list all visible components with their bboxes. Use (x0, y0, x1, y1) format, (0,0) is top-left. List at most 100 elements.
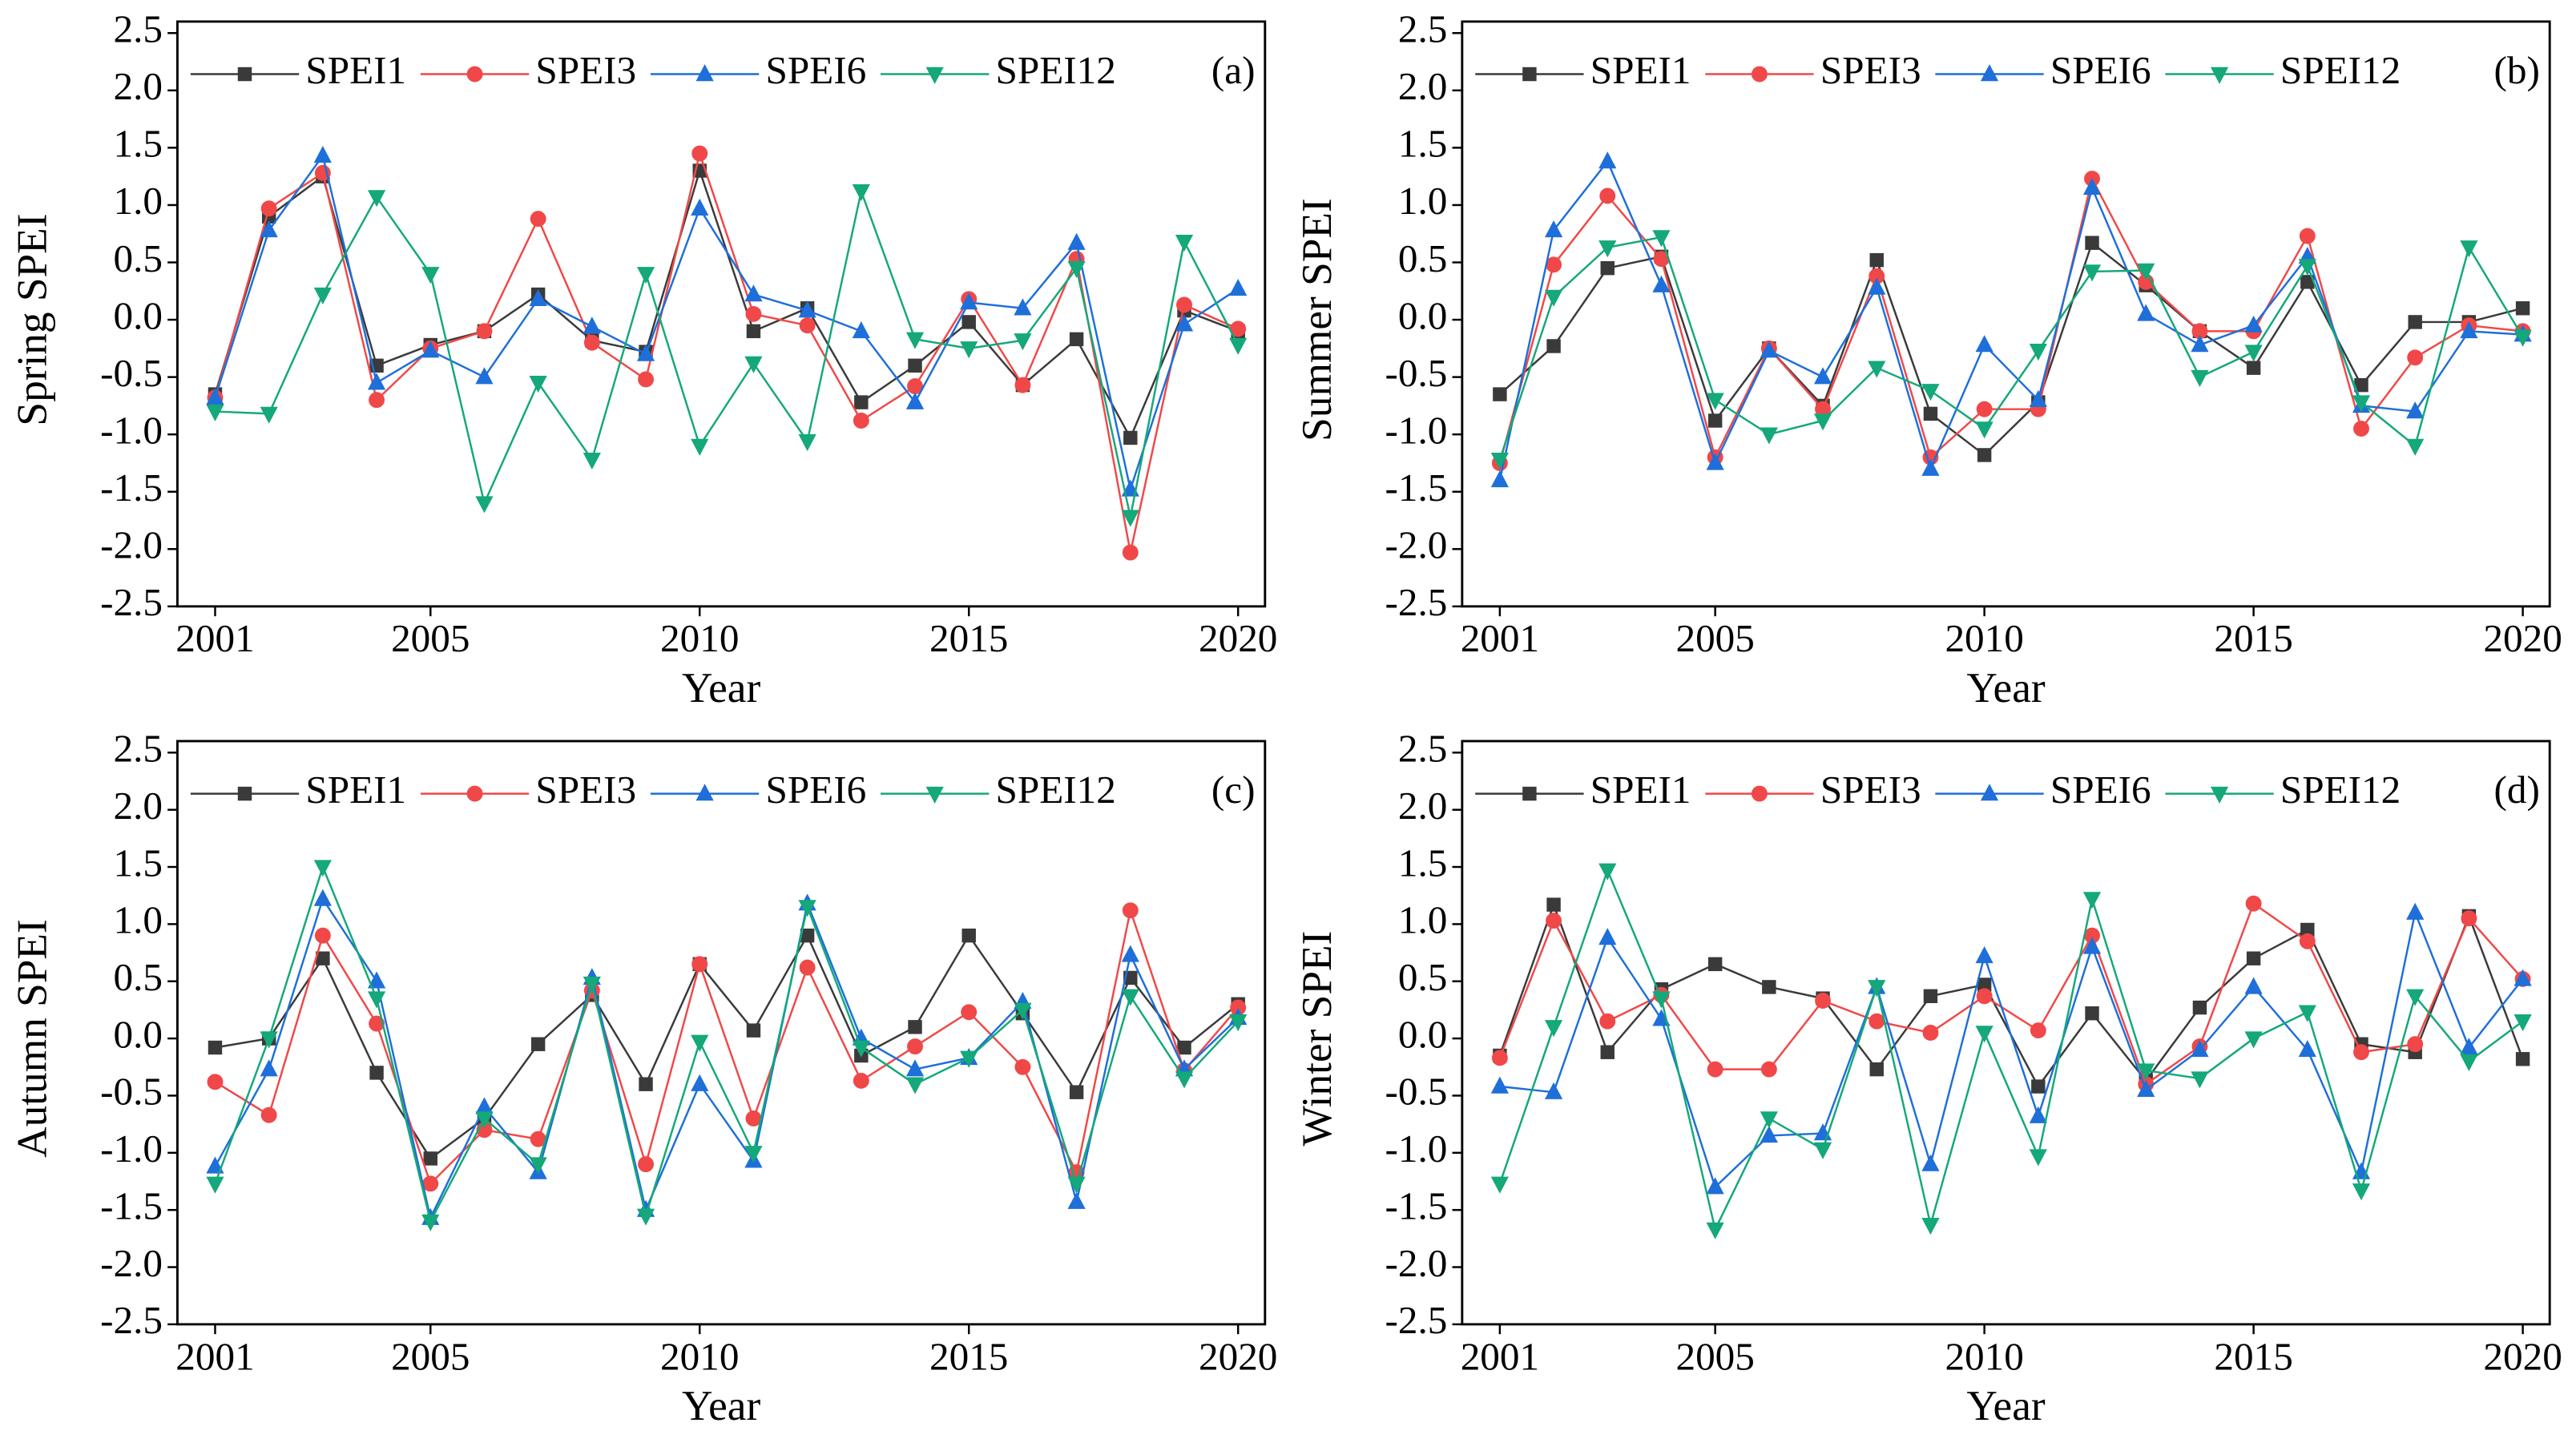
x-axis-title: Year (682, 1382, 760, 1429)
data-point (313, 889, 332, 906)
data-point (2192, 1000, 2207, 1015)
data-point (960, 1050, 978, 1068)
legend-marker (925, 786, 944, 804)
data-point (2029, 1149, 2047, 1167)
data-point (529, 288, 547, 307)
data-point (1121, 510, 1139, 527)
data-point (908, 358, 922, 373)
data-point (206, 1156, 224, 1174)
data-point (476, 323, 493, 340)
series-line (215, 933, 1239, 1160)
data-point (852, 184, 870, 202)
series-line (1498, 901, 2524, 1089)
data-point (1067, 1191, 1086, 1209)
x-axis-title: Year (1966, 664, 2045, 711)
data-point (1923, 989, 1938, 1004)
data-point (1760, 1061, 1777, 1078)
data-point (1544, 1020, 1563, 1038)
data-point (638, 371, 654, 388)
x-tick-label: 2020 (2483, 616, 2562, 660)
data-point (2029, 1106, 2047, 1123)
data-point (2515, 301, 2530, 316)
data-point (2460, 240, 2478, 258)
data-point (1014, 377, 1031, 393)
y-tick-label: -0.5 (100, 1070, 163, 1114)
y-tick-label: -0.5 (100, 351, 163, 395)
data-point (744, 356, 763, 373)
x-tick-label: 2001 (175, 1334, 254, 1378)
y-tick-label: 1.5 (1398, 122, 1447, 166)
data-point (2298, 1039, 2316, 1058)
data-point (1976, 401, 1993, 417)
data-point (2137, 304, 2155, 321)
data-point (367, 991, 386, 1009)
data-point (639, 1077, 653, 1091)
x-tick-label: 2005 (1675, 616, 1754, 660)
data-point (2298, 259, 2316, 276)
x-tick-label: 2005 (391, 616, 470, 660)
data-point (2191, 335, 2209, 353)
y-tick-label: 2.0 (114, 64, 163, 108)
y-tick-label: -1.5 (100, 466, 163, 510)
y-tick-label: 0.5 (1398, 236, 1447, 280)
y-tick-label: 2.5 (1398, 727, 1447, 771)
series-line (1499, 241, 2523, 457)
x-tick-label: 2010 (660, 616, 739, 660)
data-point (2137, 1063, 2155, 1081)
plot-frame (1461, 740, 2551, 1326)
legend-marker (237, 67, 252, 82)
data-point (1175, 314, 1194, 332)
x-tick-label: 2015 (2214, 616, 2292, 660)
panel-label: (a) (1211, 48, 1256, 92)
data-point (745, 1110, 762, 1127)
data-point (744, 284, 763, 302)
y-tick-label: -2.0 (1385, 523, 1448, 567)
legend-label: SPEI6 (2050, 48, 2151, 92)
data-point (1600, 260, 1615, 276)
data-point (905, 392, 925, 409)
data-point (583, 316, 601, 334)
data-point (421, 1214, 440, 1231)
data-point (260, 1031, 278, 1049)
data-point (367, 373, 386, 390)
data-point (636, 344, 655, 361)
x-tick-label: 2010 (660, 1334, 739, 1378)
data-point (1921, 384, 1940, 401)
y-tick-label: 1.0 (1398, 898, 1447, 942)
data-point (2085, 236, 2099, 250)
data-point (2029, 389, 2047, 407)
data-point (691, 1034, 709, 1052)
series-line (214, 897, 1240, 1221)
data-point (691, 145, 708, 162)
data-point (2352, 395, 2371, 413)
legend-marker (695, 64, 714, 82)
data-point (1121, 945, 1139, 962)
data-point (1598, 928, 1617, 945)
panel-label: (b) (2494, 48, 2540, 92)
data-point (1599, 1013, 1616, 1030)
data-point (2353, 421, 2369, 437)
data-point (1760, 1111, 1778, 1129)
data-point (2408, 315, 2422, 329)
data-point (1706, 453, 1724, 470)
data-point (1706, 393, 1724, 410)
data-point (423, 1151, 437, 1166)
data-point (854, 395, 869, 409)
data-point (1121, 989, 1139, 1006)
data-point (208, 1040, 223, 1055)
y-axis-title: Autumn SPEI (8, 919, 55, 1158)
data-point (2514, 329, 2532, 347)
plot-frame (1461, 20, 2551, 608)
data-point (369, 1015, 385, 1032)
data-point (2244, 315, 2263, 333)
data-point (2245, 895, 2262, 912)
y-tick-label: 1.5 (114, 122, 163, 166)
data-point (206, 404, 224, 421)
data-point (2460, 1054, 2478, 1072)
x-tick-label: 2020 (2483, 1334, 2562, 1378)
y-tick-label: -1.5 (1385, 1183, 1448, 1227)
data-point (1652, 991, 1671, 1009)
data-point (1868, 277, 1886, 295)
data-point (2299, 933, 2316, 949)
data-point (1921, 1217, 1940, 1235)
